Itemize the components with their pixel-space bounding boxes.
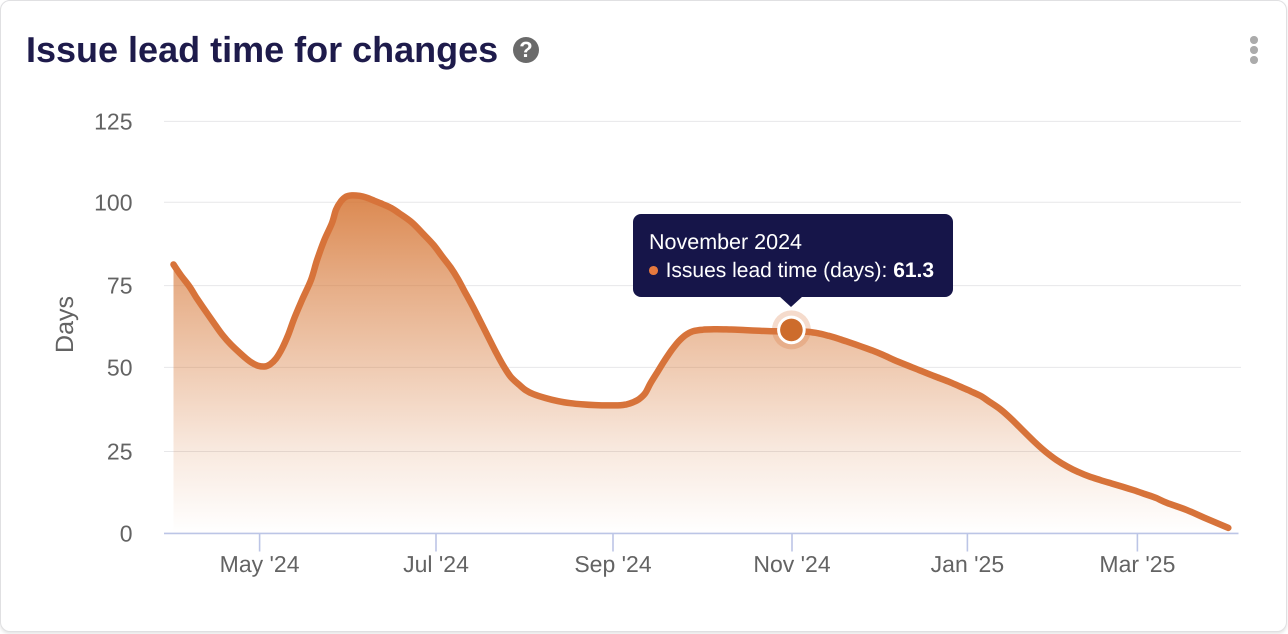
svg-text:Jul '24: Jul '24	[403, 551, 469, 577]
svg-text:May '24: May '24	[220, 551, 300, 577]
svg-text:50: 50	[107, 354, 133, 380]
svg-text:Days: Days	[51, 296, 79, 353]
svg-text:100: 100	[94, 189, 132, 215]
svg-text:25: 25	[107, 439, 133, 465]
svg-text:75: 75	[107, 273, 133, 299]
svg-text:0: 0	[120, 520, 133, 546]
svg-text:Mar '25: Mar '25	[1099, 551, 1175, 577]
svg-text:Sep '24: Sep '24	[574, 551, 651, 577]
svg-text:125: 125	[94, 108, 132, 134]
svg-text:Nov '24: Nov '24	[753, 551, 830, 577]
svg-text:Jan '25: Jan '25	[931, 551, 1004, 577]
